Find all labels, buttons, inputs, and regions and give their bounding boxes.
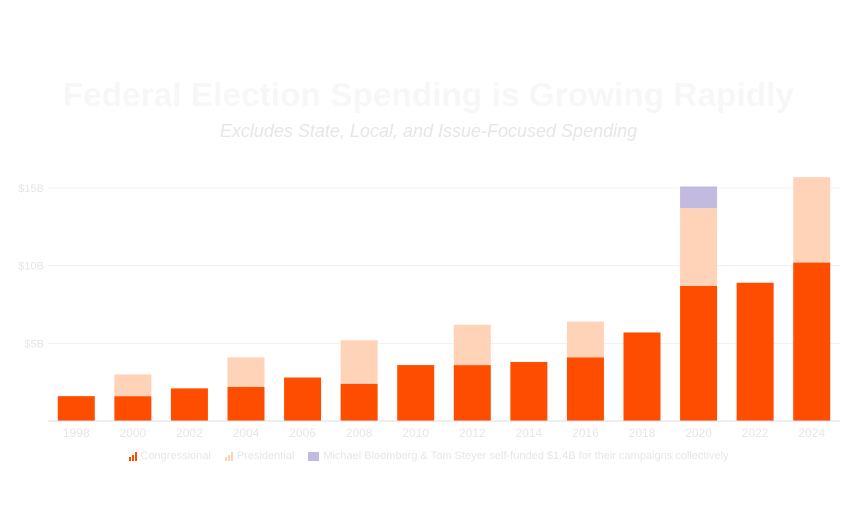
chart-legend: Congressional Presidential Michael Bloom… (0, 450, 857, 462)
bar-congressional (680, 285, 718, 421)
x-tick-label: 2020 (685, 426, 712, 440)
x-tick-label: 2024 (798, 426, 825, 440)
bar-congressional (793, 262, 831, 421)
bar-congressional (623, 332, 661, 421)
y-tick-label: $10B (18, 261, 44, 273)
bar-congressional (114, 396, 152, 421)
y-tick-label: $5B (24, 338, 44, 350)
chart-title: Federal Election Spending is Growing Rap… (62, 76, 795, 113)
bar-congressional (453, 365, 491, 421)
x-tick-label: 2018 (629, 426, 656, 440)
bar-congressional (284, 377, 322, 421)
x-tick-label: 2000 (120, 426, 147, 440)
x-tick-label: 2010 (402, 426, 429, 440)
bar-congressional (170, 388, 208, 421)
legend-item-presidential: Presidential (224, 450, 295, 462)
x-tick-label: 2004 (233, 426, 260, 440)
chart-subtitle: Excludes State, Local, and Issue-Focused… (219, 121, 638, 141)
legend-swatch-congressional (128, 451, 137, 461)
bar-self-funded (680, 186, 718, 209)
x-tick-label: 2016 (572, 426, 599, 440)
bar-congressional (227, 386, 265, 421)
legend-swatch-presidential (224, 451, 233, 461)
bar-presidential (453, 324, 491, 366)
x-tick-label: 2012 (459, 426, 486, 440)
x-tick-label: 2002 (176, 426, 203, 440)
bar-congressional (397, 365, 435, 421)
bar-presidential (114, 374, 152, 397)
bar-presidential (566, 321, 604, 358)
bar-presidential (227, 357, 265, 387)
legend-label-self-funded: Michael Bloomberg & Tom Steyer self-fund… (323, 450, 729, 462)
legend-label-congressional: Congressional (140, 450, 211, 462)
legend-item-self-funded: Michael Bloomberg & Tom Steyer self-fund… (308, 450, 728, 462)
y-tick-label: $15B (18, 183, 44, 195)
bar-congressional (510, 361, 548, 421)
bar-congressional (736, 282, 774, 421)
bar-presidential (340, 340, 378, 384)
bar-congressional (57, 396, 95, 421)
bar-presidential (793, 177, 831, 263)
bar-congressional (340, 383, 378, 421)
bar-presidential (680, 208, 718, 286)
x-tick-label: 2014 (516, 426, 543, 440)
legend-label-presidential: Presidential (236, 450, 295, 462)
legend-swatch-self-funded (308, 451, 320, 461)
x-tick-label: 1998 (63, 426, 90, 440)
x-tick-label: 2008 (346, 426, 373, 440)
legend-item-congressional: Congressional (128, 450, 211, 462)
x-tick-label: 2006 (289, 426, 316, 440)
bar-congressional (566, 357, 604, 421)
x-tick-label: 2022 (742, 426, 769, 440)
